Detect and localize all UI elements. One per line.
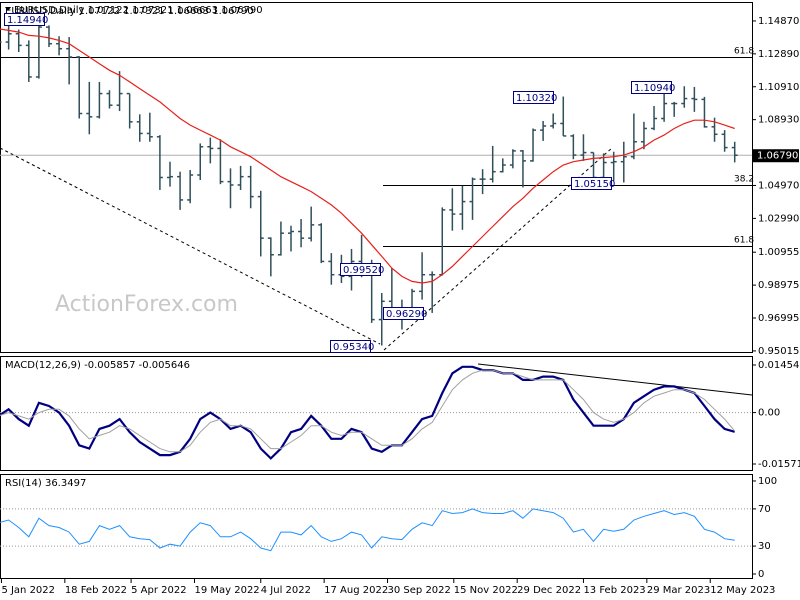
trend-line [0,147,381,345]
annotation-box [383,307,424,320]
plot: 1.14870 1.12890 1.10910 1.08930 1.04970 1.029… [0,6,800,596]
x-tick-label: 18 Feb 2022 [65,585,127,596]
x-tick-label: 5 Jan 2022 [1,585,55,596]
annotation-label: 1.05150 [574,179,615,190]
indicator-line [0,365,736,460]
annotations: 1.14940 1.10320 1.10940 1.05150 0.95340 0.995… [4,13,675,353]
annotation-label: 1.10940 [634,83,675,94]
trend-line [477,363,753,396]
annotation-label: 0.95340 [333,342,374,353]
x-tick-label: 29 Dec 2022 [517,585,581,596]
indicator-line [0,369,736,453]
y-tick-label: 70 [758,504,771,515]
main-panel [0,2,753,353]
annotation-box [4,13,45,26]
x-tick-label: 4 Jul 2022 [261,585,311,596]
last-price-label: 1.06790 [757,151,798,162]
moving-average [0,28,735,284]
x-tick-label: 5 Apr 2022 [131,585,186,596]
x-tick-label: 17 Aug 2022 [324,585,388,596]
x-tick-label: 29 Mar 2023 [647,585,710,596]
y-tick-label: 0.98975 [758,280,799,291]
y-tick-label: 0 [758,569,764,580]
x-tick-label: 30 Sep 2022 [388,585,451,596]
y-tick-label: 1.02990 [758,213,799,224]
last-price-box [753,149,799,163]
fib-label: 38.2 [734,175,754,185]
y-tick-label: 1.10910 [758,82,799,93]
y-tick-label: 1.08930 [758,115,799,126]
annotation-label: 1.10320 [516,93,557,104]
annotation-box [513,91,554,104]
panel-title: MACD(12,26,9) -0.005857 -0.005646 [5,360,190,371]
x-tick-label: 13 Feb 2023 [583,585,645,596]
annotation-box [631,81,672,94]
indicator-line [0,508,735,552]
annotation-label: 0.99520 [343,265,384,276]
panel-title: RSI(14) 36.3497 [5,478,86,489]
annotation-box [330,340,371,353]
annotation-label: 0.96290 [386,309,427,320]
title-arrow [5,7,11,11]
annotation-label: 1.14940 [7,15,48,26]
y-tick-label: 0.95015 [758,346,799,357]
y-tick-label: 0.014549 [758,360,800,371]
watermark: ActionForex.com [55,292,238,317]
y-tick-label: -0.015712 [758,459,800,470]
annotation-box [340,263,381,276]
rsi-panel [0,474,753,579]
annotation-box [571,177,612,190]
y-tick-label: 0.00 [758,408,780,419]
panel-title: EURUSD,Daily 1.07122 1.07321 1.06663 1.0… [5,6,254,17]
y-tick-label: 1.14870 [758,16,799,27]
y-tick-label: 1.04970 [758,180,799,191]
x-tick-label: 15 Nov 2022 [454,585,518,596]
y-tick-label: 100 [758,476,777,487]
x-tick-label: 19 May 2022 [194,585,259,596]
fib-label: 61.8 [734,47,754,57]
chart-title: EURUSD,Daily 1.07122 1.07321 1.06663 1.0… [14,5,263,16]
y-tick-label: 0.96995 [758,313,799,324]
x-tick-label: 12 May 2023 [710,585,775,596]
y-tick-label: 1.00955 [758,247,799,258]
y-tick-label: 1.12890 [758,49,799,60]
y-tick-label: 30 [758,541,771,552]
fib-label: 61.8 [734,236,754,246]
